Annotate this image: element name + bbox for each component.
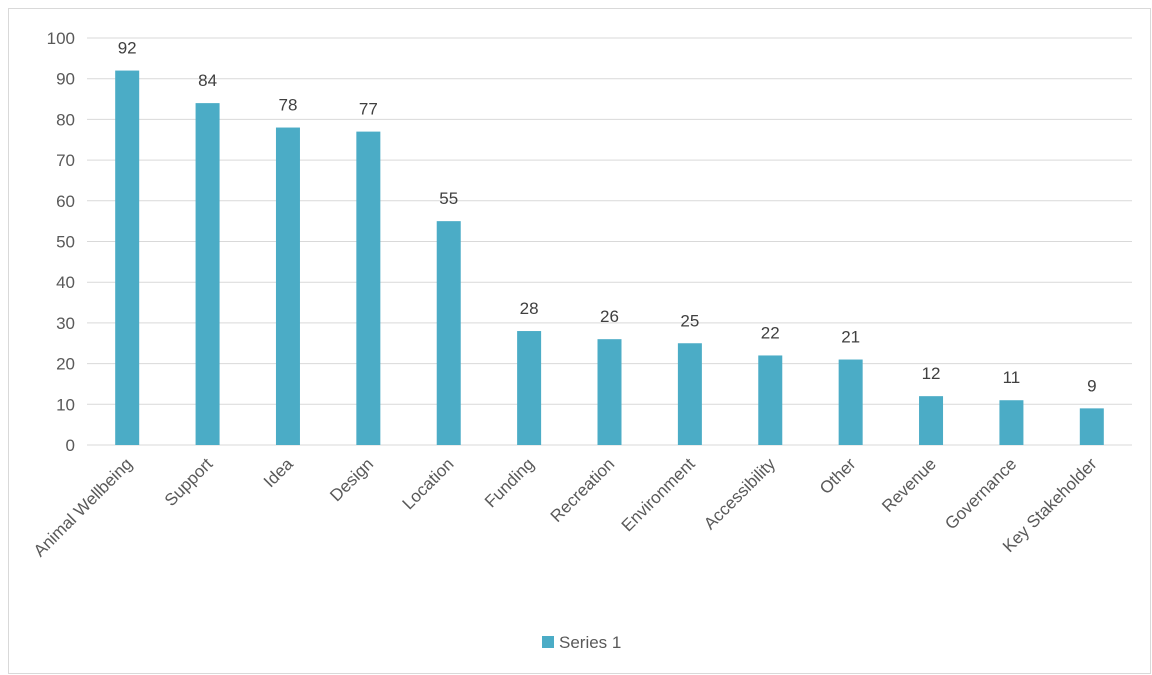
y-tick-label: 10 — [56, 395, 75, 414]
category-label: Revenue — [878, 454, 940, 516]
category-label: Governance — [941, 454, 1020, 533]
y-tick-label: 50 — [56, 233, 75, 252]
bar — [838, 359, 863, 445]
x-axis-categories: Animal Wellbeing Support Idea Design Locatio… — [30, 454, 1101, 560]
data-label: 28 — [520, 299, 539, 318]
bars — [115, 70, 1104, 446]
chart-frame: 0 10 20 30 40 50 60 70 80 90 100 92 84 78 77 55 28 26 25 2… — [8, 8, 1151, 674]
bar — [115, 70, 140, 445]
bar — [517, 331, 542, 445]
category-label: Design — [326, 454, 377, 505]
data-label: 9 — [1087, 376, 1096, 395]
data-label: 21 — [841, 328, 860, 347]
bar — [999, 400, 1024, 445]
data-label: 84 — [198, 71, 217, 90]
legend-swatch — [542, 636, 554, 648]
category-label: Accessibility — [700, 454, 779, 533]
category-label: Other — [816, 454, 860, 498]
bar — [275, 127, 300, 445]
category-label: Location — [399, 454, 458, 513]
data-labels: 92 84 78 77 55 28 26 25 22 21 12 11 9 — [118, 39, 1097, 396]
y-tick-label: 70 — [56, 151, 75, 170]
bar — [356, 131, 381, 446]
data-label: 92 — [118, 39, 137, 58]
data-label: 77 — [359, 100, 378, 119]
bar — [677, 343, 702, 445]
y-tick-label: 20 — [56, 355, 75, 374]
y-tick-label: 0 — [66, 436, 75, 455]
y-tick-label: 80 — [56, 110, 75, 129]
bar — [436, 221, 461, 445]
y-tick-label: 100 — [47, 29, 75, 48]
category-label: Recreation — [547, 454, 619, 526]
data-label: 11 — [1003, 368, 1021, 387]
bar-chart: 0 10 20 30 40 50 60 70 80 90 100 92 84 78 77 55 28 26 25 2… — [30, 29, 1132, 652]
y-tick-label: 60 — [56, 192, 75, 211]
category-label: Idea — [260, 454, 297, 491]
bar — [919, 396, 944, 445]
category-label: Environment — [618, 454, 699, 535]
data-label: 78 — [279, 96, 298, 115]
bar — [195, 103, 220, 446]
y-tick-label: 40 — [56, 273, 75, 292]
gridlines — [87, 37, 1132, 446]
y-tick-label: 30 — [56, 314, 75, 333]
data-label: 22 — [761, 323, 780, 342]
data-label: 55 — [439, 189, 458, 208]
bar — [1079, 408, 1104, 445]
category-label: Animal Wellbeing — [30, 454, 136, 560]
bar — [597, 339, 622, 445]
data-label: 25 — [680, 311, 699, 330]
category-label: Support — [161, 454, 217, 510]
y-tick-label: 90 — [56, 70, 75, 89]
data-label: 12 — [922, 364, 941, 383]
legend-label: Series 1 — [559, 633, 621, 652]
legend: Series 1 — [542, 633, 621, 652]
category-label: Funding — [481, 454, 538, 511]
data-label: 26 — [600, 307, 619, 326]
bar — [758, 355, 783, 445]
y-axis-ticks: 0 10 20 30 40 50 60 70 80 90 100 — [47, 29, 75, 455]
